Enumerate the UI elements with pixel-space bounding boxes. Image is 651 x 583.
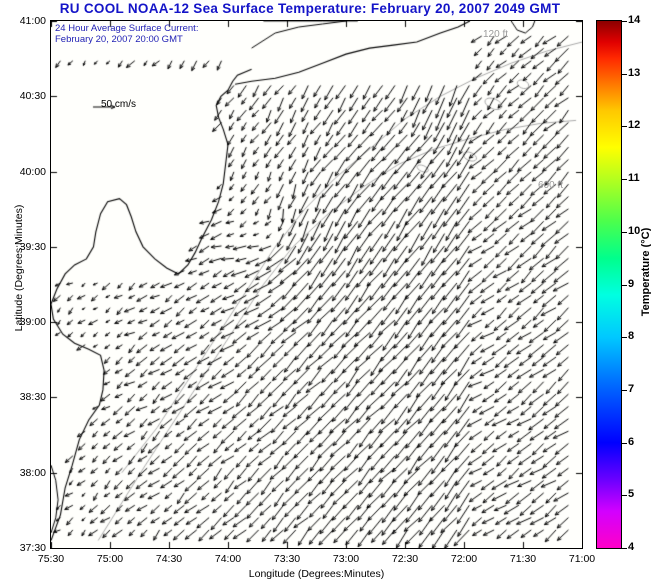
annotation-line-1: 24 Hour Average Surface Current: (55, 23, 199, 34)
scale-reference-label: 50 cm/s (101, 99, 137, 110)
colorbar-tick-label: 9 (628, 277, 635, 290)
longitude-tick-label: 74:00 (214, 553, 242, 565)
longitude-tick-label: 71:00 (568, 553, 596, 565)
depth-contour-600ft-label: 600 ft (538, 180, 564, 191)
current-annotation: 24 Hour Average Surface Current: Februar… (55, 23, 198, 45)
page-title: RU COOL NOAA-12 Sea Surface Temperature:… (59, 1, 561, 16)
longitude-tick-label: 73:30 (273, 553, 301, 565)
colorbar-tick-label: 12 (628, 119, 641, 132)
colorbar-tick-mark (622, 495, 627, 497)
colorbar-tick-label: 6 (628, 435, 635, 448)
colorbar-tick-label: 4 (628, 541, 635, 553)
longitude-tick-label: 71:30 (509, 553, 537, 565)
colorbar-tick-label: 7 (628, 382, 635, 395)
longitude-tick-label: 72:00 (450, 553, 478, 565)
colorbar-ticks: 14 13 12 11 10 9 8 7 6 5 4 (622, 14, 651, 553)
colorbar-tick-mark (622, 548, 627, 549)
latitude-tick-label: 39:30 (19, 240, 46, 253)
depth-contour-120ft-label: 120 ft (483, 29, 509, 40)
colorbar-tick-mark (622, 126, 627, 128)
annotation-line-2: February 20, 2007 20:00 GMT (55, 34, 183, 45)
colorbar-tick-label: 5 (628, 488, 635, 501)
colorbar-tick-mark (622, 231, 627, 233)
longitude-tick-label: 74:30 (155, 553, 183, 565)
colorbar-tick-label: 8 (628, 330, 635, 343)
colorbar-title: Temperature (°C) (640, 227, 651, 317)
latitude-tick-label: 40:00 (19, 165, 46, 178)
longitude-tick-label: 72:30 (391, 553, 419, 565)
colorbar-tick-mark (622, 389, 627, 391)
map-plot-area: 24 Hour Average Surface Current: Februar… (50, 20, 583, 549)
latitude-tick-label: 37:30 (19, 542, 46, 554)
latitude-tick-label: 39:00 (19, 316, 46, 329)
latitude-tick-label: 40:30 (19, 90, 46, 103)
y-axis-label: Latitude (Degrees:Minutes) (13, 204, 25, 332)
current-vector-map (51, 21, 582, 548)
latitude-axis: 41:00 40:30 40:00 39:30 39:00 38:30 38:00 37:30 (0, 15, 46, 554)
temperature-colorbar (596, 20, 622, 549)
colorbar-tick-mark (622, 442, 627, 444)
colorbar-tick-label: 11 (628, 172, 640, 185)
latitude-tick-label: 38:30 (19, 391, 46, 404)
colorbar-tick-mark (622, 73, 627, 75)
latitude-tick-label: 38:00 (19, 466, 46, 479)
colorbar-tick-mark (622, 284, 627, 286)
colorbar-tick-mark (622, 337, 627, 339)
colorbar-tick-label: 13 (628, 66, 641, 79)
longitude-tick-label: 75:00 (96, 553, 124, 565)
colorbar-tick-label: 14 (628, 14, 641, 26)
latitude-tick-label: 41:00 (19, 15, 46, 27)
x-axis-label: Longitude (Degrees:Minutes) (248, 568, 385, 580)
longitude-tick-label: 73:00 (332, 553, 360, 565)
longitude-axis: 75:30 75:00 74:30 74:00 73:30 73:00 72:30 72:00… (38, 553, 595, 569)
colorbar-tick-label: 10 (628, 224, 641, 237)
colorbar-tick-mark (622, 179, 627, 181)
longitude-tick-label: 75:30 (37, 553, 65, 565)
colorbar-tick-mark (622, 21, 627, 22)
